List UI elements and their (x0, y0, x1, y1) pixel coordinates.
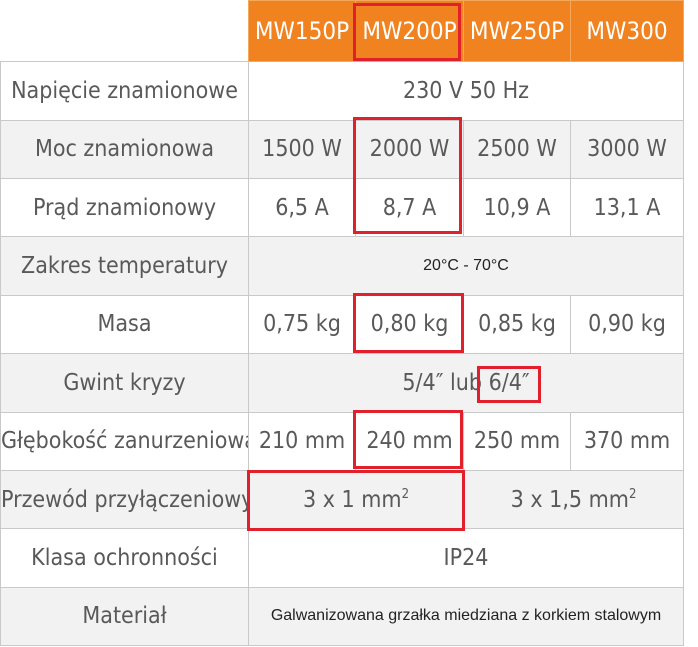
row-voltage: Napięcie znamionowe 230 V 50 Hz (0, 61, 684, 121)
thread-option-a: 5/4″ (402, 369, 444, 396)
thread-separator: lub (443, 369, 489, 396)
thread-option-b: 6/4″ (488, 369, 530, 396)
model-mw200p: MW200P (355, 0, 464, 63)
row-power: Moc znamionowa 1500 W 2000 W 2500 W 3000… (0, 119, 684, 180)
row-mass: Masa 0,75 kg 0,80 kg 0,85 kg 0,90 kg (0, 294, 684, 355)
value-thread: 5/4″ lub 6/4″ (248, 353, 684, 413)
value-cable-large: 3 x 1,5 mm2 (463, 469, 684, 530)
value-depth-mw200p: 240 mm (355, 411, 464, 471)
value-current-mw300: 13,1 A (570, 178, 684, 238)
row-thread: Gwint kryzy 5/4″ lub 6/4″ (0, 353, 684, 413)
label-material: Materiał (0, 586, 249, 647)
label-voltage: Napięcie znamionowe (0, 61, 249, 121)
row-depth: Głębokość zanurzeniowa 210 mm 240 mm 250… (0, 411, 684, 471)
row-protection: Klasa ochronności IP24 (0, 528, 684, 588)
value-protection: IP24 (248, 528, 684, 588)
spec-table: MW150P MW200P MW250P MW300 Napięcie znam… (0, 0, 684, 647)
row-current: Prąd znamionowy 6,5 A 8,7 A 10,9 A 13,1 … (0, 178, 684, 238)
label-temperature: Zakres temperatury (0, 236, 249, 296)
cable-small-text: 3 x 1 mm (302, 486, 402, 513)
value-mass-mw150p: 0,75 kg (248, 294, 356, 355)
cable-large-text: 3 x 1,5 mm (510, 486, 629, 513)
value-voltage: 230 V 50 Hz (248, 61, 684, 121)
value-power-mw200p: 2000 W (355, 119, 464, 180)
label-power: Moc znamionowa (0, 119, 249, 180)
model-mw250p: MW250P (463, 0, 571, 63)
label-thread: Gwint kryzy (0, 353, 249, 413)
value-power-mw250p: 2500 W (463, 119, 571, 180)
value-current-mw150p: 6,5 A (248, 178, 356, 238)
value-depth-mw150p: 210 mm (248, 411, 356, 471)
label-cable: Przewód przyłączeniowy (0, 469, 249, 530)
value-depth-mw250p: 250 mm (463, 411, 571, 471)
row-cable: Przewód przyłączeniowy 3 x 1 mm2 3 x 1,5… (0, 469, 684, 530)
row-material: Materiał Galwanizowana grzałka miedziana… (0, 586, 684, 647)
label-depth: Głębokość zanurzeniowa (0, 411, 249, 471)
label-current: Prąd znamionowy (0, 178, 249, 238)
value-temperature: 20°C - 70°C (248, 236, 684, 296)
value-mass-mw300: 0,90 kg (570, 294, 684, 355)
value-current-mw200p: 8,7 A (355, 178, 464, 238)
cable-small-sup: 2 (401, 486, 410, 502)
value-cable-small: 3 x 1 mm2 (248, 469, 464, 530)
label-mass: Masa (0, 294, 249, 355)
value-mass-mw250p: 0,85 kg (463, 294, 571, 355)
value-material: Galwanizowana grzałka miedziana z korkie… (248, 586, 684, 647)
row-temperature: Zakres temperatury 20°C - 70°C (0, 236, 684, 296)
value-power-mw150p: 1500 W (248, 119, 356, 180)
header-corner (0, 0, 249, 63)
model-mw300: MW300 (570, 0, 684, 63)
label-protection: Klasa ochronności (0, 528, 249, 588)
value-power-mw300: 3000 W (570, 119, 684, 180)
value-current-mw250p: 10,9 A (463, 178, 571, 238)
value-mass-mw200p: 0,80 kg (355, 294, 464, 355)
value-depth-mw300: 370 mm (570, 411, 684, 471)
cable-large-sup: 2 (628, 486, 637, 502)
header-row: MW150P MW200P MW250P MW300 (0, 0, 684, 63)
model-mw150p: MW150P (248, 0, 356, 63)
